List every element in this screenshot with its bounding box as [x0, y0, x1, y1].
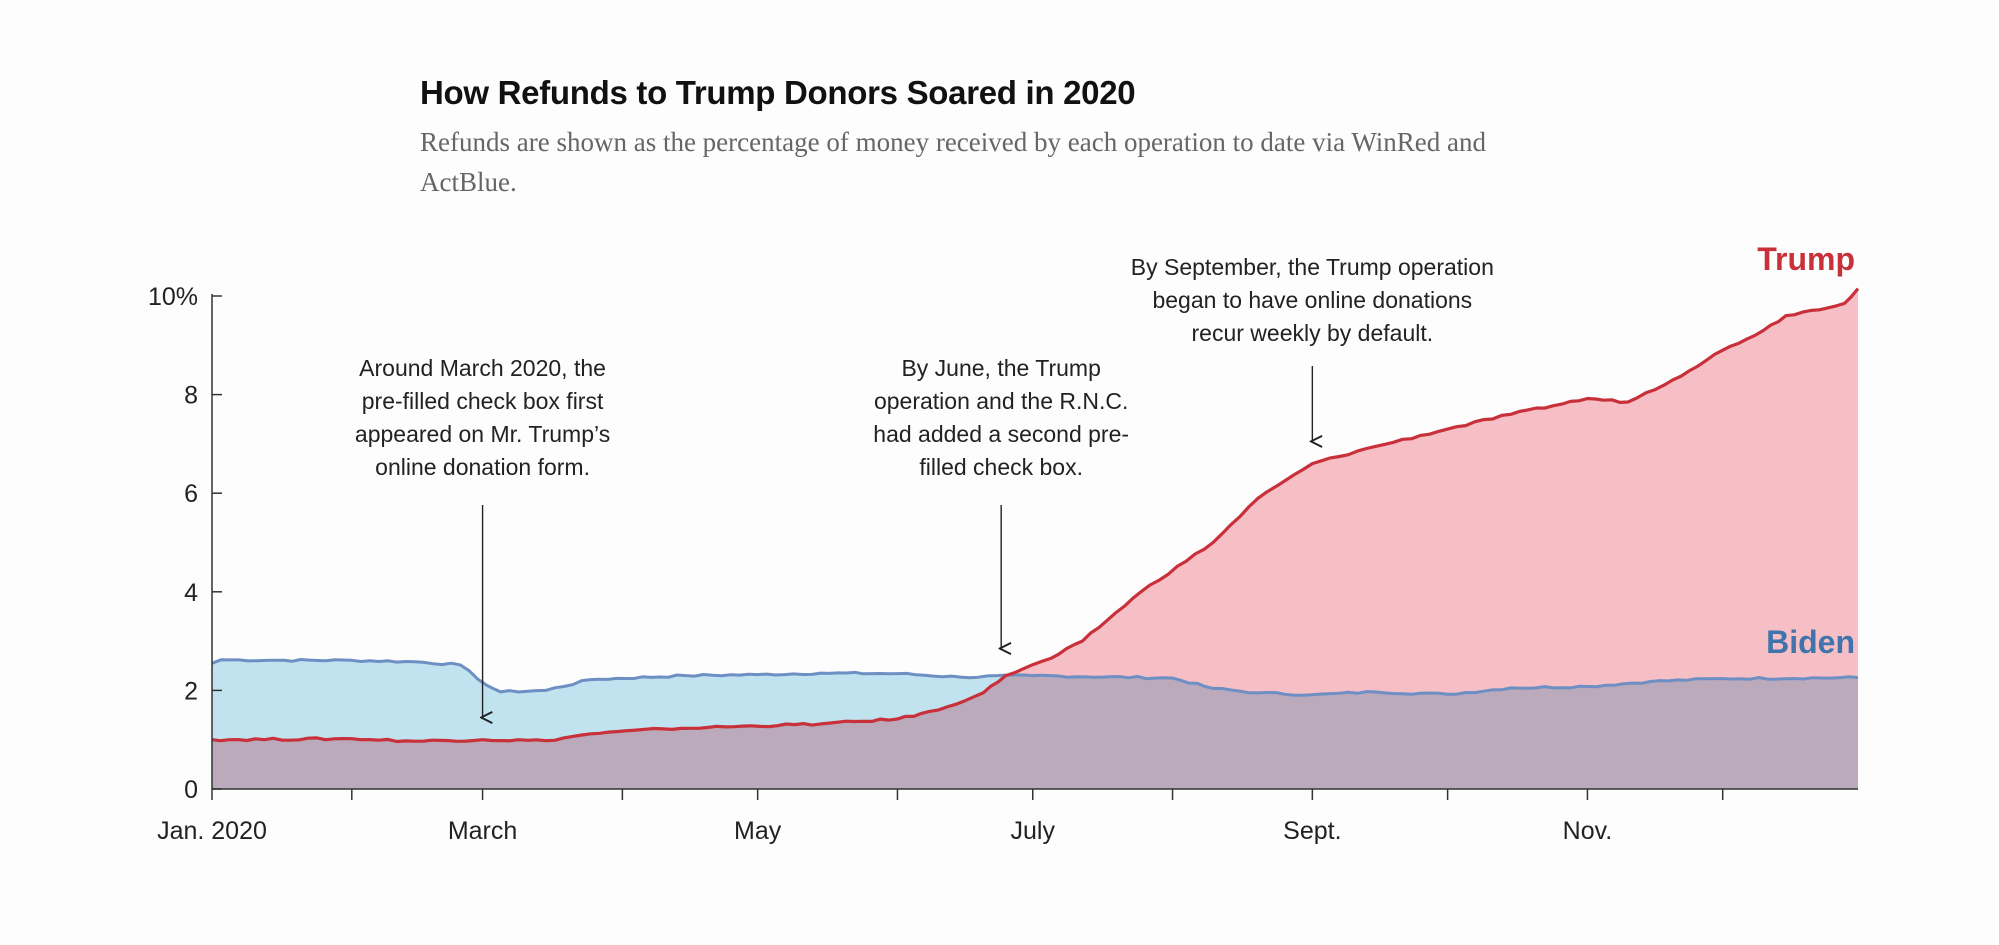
series-label-biden: Biden — [1766, 624, 1855, 660]
annotations: Around March 2020, the pre-filled check b… — [355, 254, 1494, 718]
y-tick-label: 8 — [184, 382, 198, 410]
trump-line — [211, 287, 1860, 744]
annotation-text: recur weekly by default. — [1192, 320, 1434, 346]
series-label-trump: Trump — [1757, 241, 1855, 277]
y-tick-label: 4 — [184, 579, 198, 607]
chart-subtitle: Refunds are shown as the percentage of m… — [420, 127, 1487, 197]
y-tick-label: 6 — [184, 480, 198, 508]
annotation-2: By June, the Trump operation and the R.N.… — [873, 355, 1129, 648]
x-tick-label: March — [448, 817, 517, 845]
x-tick-label: Jan. 2020 — [157, 817, 267, 845]
annotation-text: online donation form. — [375, 454, 590, 480]
annotation-text: had added a second pre- — [873, 421, 1129, 447]
overlap-area — [212, 675, 1858, 789]
annotation-3: By September, the Trump operation began t… — [1131, 254, 1494, 441]
annotation-text: By June, the Trump — [901, 355, 1100, 381]
x-tick-label: July — [1011, 817, 1056, 845]
annotation-1: Around March 2020, the pre-filled check b… — [355, 355, 610, 718]
x-tick-label: May — [734, 817, 782, 845]
series-labels: Trump Biden — [1757, 241, 1855, 660]
annotation-text: operation and the R.N.C. — [874, 388, 1128, 414]
y-tick-label: 2 — [184, 677, 198, 705]
annotation-text: began to have online donations — [1152, 287, 1472, 313]
x-tick-label: Nov. — [1563, 817, 1613, 845]
y-tick-label: 10% — [148, 283, 198, 311]
annotation-text: Around March 2020, the — [359, 355, 606, 381]
area-layer — [212, 288, 1858, 789]
x-tick-label: Sept. — [1283, 817, 1341, 845]
annotation-text: pre-filled check box first — [362, 388, 604, 414]
annotation-text: By September, the Trump operation — [1131, 254, 1494, 280]
trump-area — [212, 288, 1858, 789]
annotation-text: filled check box. — [919, 454, 1083, 480]
annotation-text: appeared on Mr. Trump’s — [355, 421, 610, 447]
chart-title: How Refunds to Trump Donors Soared in 20… — [420, 74, 1136, 111]
y-tick-label: 0 — [184, 776, 198, 804]
line-layer — [211, 287, 1860, 744]
axes: 0 2 4 6 8 10% Jan. 2020 March May July Sept. Nov. — [148, 283, 1858, 845]
biden-line — [211, 658, 1859, 697]
